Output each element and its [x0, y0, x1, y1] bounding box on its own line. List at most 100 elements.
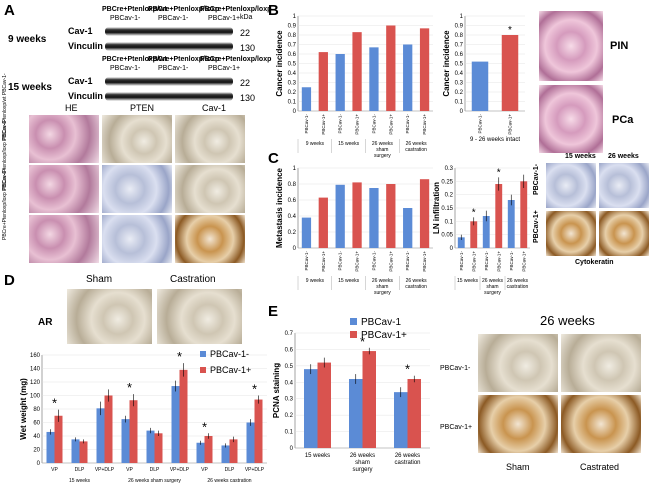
- panel-letter-b: B: [268, 2, 279, 19]
- ar-label: AR: [38, 317, 53, 328]
- bar-d_chart-PBCav-1+: [104, 395, 113, 463]
- y-tick-b_left: 0.7: [288, 43, 297, 49]
- bar-c_left: [419, 179, 430, 248]
- bar-d_chart-PBCav-1-: [96, 408, 105, 463]
- group-label-c_mid: 26 weeks castration: [507, 278, 529, 290]
- y-tick-d_chart: 80: [33, 407, 40, 413]
- y-tick-c_mid: 0: [450, 246, 454, 252]
- bar-d_chart-PBCav-1+: [229, 439, 238, 463]
- y-tick-b_mid: 0.3: [455, 81, 464, 87]
- x-tick-c_left: PBCav-1+: [321, 251, 326, 272]
- bar-c_mid: [507, 200, 515, 248]
- ihc-pten-row1: [101, 114, 173, 164]
- bar-c_left: [318, 197, 328, 248]
- sig-c_mid: *: [497, 167, 501, 178]
- bar-c_left: [369, 188, 379, 248]
- y-tick-b_left: 0.8: [288, 33, 297, 39]
- castration-label: Castration: [170, 274, 216, 285]
- band-vinculin-b: Vinculin: [68, 91, 103, 101]
- y-tick-d_chart: 0: [37, 461, 41, 467]
- ihc-he-row3: [28, 214, 100, 264]
- y-tick-b_left: 0.6: [288, 52, 297, 58]
- cyto-img-1: [545, 162, 597, 209]
- cav-label-col3: PBCav-1+: [208, 15, 241, 22]
- cav-row2-col1: PBCav-1-: [110, 65, 141, 72]
- bar-b_mid: [471, 61, 489, 111]
- e-title: 26 weeks: [540, 313, 595, 328]
- x-tick-c_mid: PBCav-1+: [496, 251, 501, 272]
- y-tick-b_left: 1: [293, 14, 297, 20]
- pcna-img-1: [477, 333, 559, 393]
- y-tick-e_chart: 0.3: [285, 397, 294, 403]
- y-tick-c_left: 1: [293, 166, 297, 172]
- genotype-row2-col2: PBCre+Ptenloxp/loxp: [148, 56, 220, 63]
- y-tick-c_mid: 0.3: [445, 166, 454, 172]
- sig-d_chart: *: [52, 396, 57, 411]
- legend-label-e_chart: PBCav-1: [361, 317, 401, 328]
- y-tick-b_left: 0.5: [288, 62, 297, 68]
- e-col-castrated: Castrated: [580, 462, 620, 472]
- y-tick-b_mid: 0.2: [455, 90, 464, 96]
- bar-c_mid: [520, 181, 528, 248]
- legend-label-e_chart: PBCav-1+: [361, 330, 407, 341]
- ihc-he-row1: [28, 114, 100, 164]
- cav-label-col2: PBCav-1-: [158, 15, 189, 22]
- x-tick-b_left: PBCav-1+: [388, 114, 393, 135]
- y-tick-c_mid: 0.25: [441, 179, 453, 185]
- bar-e_chart-PBCav-1+: [362, 351, 376, 448]
- y-tick-b_left: 0: [293, 109, 297, 115]
- e-row2: PBCav-1+: [440, 424, 473, 431]
- y-tick-b_left: 0.4: [288, 71, 297, 77]
- ihc-col-he: HE: [65, 103, 78, 113]
- e-col-sham: Sham: [506, 462, 530, 472]
- group-label-c_mid: 26 weeks sham surgery: [482, 278, 504, 296]
- bar-d_chart-PBCav-1-: [71, 439, 80, 463]
- band-cav1-b: Cav-1: [68, 76, 93, 86]
- x-tick-c_left: PBCav-1-: [405, 251, 410, 271]
- y-label-b_left: Cancer incidence: [275, 30, 284, 97]
- y-tick-e_chart: 0.7: [285, 331, 294, 337]
- y-tick-e_chart: 0.2: [285, 413, 294, 419]
- x-tick-c_left: PBCav-1-: [338, 251, 343, 271]
- bar-e_chart-PBCav-1+: [407, 379, 421, 448]
- cav-row2-col2: PBCav-1-: [158, 65, 189, 72]
- pin-image: [538, 10, 604, 82]
- band-vinculin-a: Vinculin: [68, 41, 103, 51]
- x-tick-d_chart: VP: [126, 467, 133, 473]
- group-label-d_chart: 15 weeks: [69, 478, 91, 484]
- y-tick-c_left: 0.6: [288, 198, 297, 204]
- x-tick-b_mid: PBCav-1+: [508, 114, 513, 135]
- bar-c_mid: [470, 221, 478, 248]
- group-label-b_mid: 9 - 26 weeks intact: [470, 137, 520, 143]
- bar-d_chart-PBCav-1+: [79, 441, 88, 463]
- time-15weeks: 15 weeks: [8, 82, 52, 93]
- y-tick-c_mid: 0.05: [441, 233, 453, 239]
- bar-e_chart-PBCav-1+: [317, 362, 331, 448]
- y-tick-b_left: 0.1: [288, 100, 297, 106]
- y-tick-d_chart: 60: [33, 421, 40, 427]
- y-label-e_chart: PCNA staining: [272, 363, 281, 418]
- bar-c_left: [335, 184, 345, 248]
- ihc-cav1-row1: [174, 114, 246, 164]
- x-tick-d_chart: VP+DLP: [95, 467, 115, 473]
- y-tick-d_chart: 120: [30, 380, 41, 386]
- y-tick-c_left: 0.4: [288, 214, 297, 220]
- x-tick-d_chart: VP: [201, 467, 208, 473]
- y-label-b_mid: Cancer incidence: [442, 30, 451, 97]
- ihc-col-pten: PTEN: [130, 103, 155, 113]
- legend-swatch-e_chart: [350, 331, 357, 338]
- kda-130-a: 130: [240, 43, 256, 53]
- bar-e_chart-PBCav-1: [349, 379, 363, 448]
- kda-22-b: 22: [240, 78, 251, 88]
- x-tick-c_left: PBCav-1+: [388, 251, 393, 272]
- y-tick-d_chart: 40: [33, 434, 40, 440]
- y-tick-d_chart: 20: [33, 448, 40, 454]
- bar-c_left: [301, 217, 312, 248]
- group-label-d_chart: 26 weeks sham surgery: [128, 478, 181, 484]
- ihc-pten-row3: [101, 214, 173, 264]
- cyto-26weeks: 26 weeks: [608, 153, 639, 160]
- group-label-c_left: 15 weeks: [338, 278, 360, 284]
- genotype-col2: PBCre+Ptenloxp/loxp: [148, 6, 220, 13]
- blot-vinculin-9w: [105, 42, 233, 51]
- group-label-b_left: 26 weeks sham surgery: [372, 141, 394, 159]
